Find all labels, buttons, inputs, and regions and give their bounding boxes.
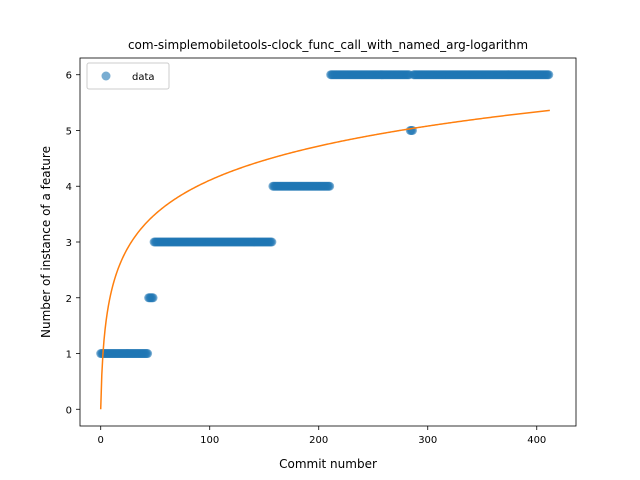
legend-marker [101, 71, 111, 81]
x-axis-label: Commit number [279, 457, 377, 471]
x-axis: 0 100 200 300 400 [98, 426, 546, 446]
y-axis-label: Number of instance of a feature [39, 146, 53, 338]
data-point [544, 70, 554, 80]
y-tick-label: 2 [66, 294, 72, 305]
data-point [325, 181, 335, 191]
y-tick-label: 3 [66, 238, 72, 249]
data-point [267, 237, 277, 247]
x-tick-label: 300 [418, 435, 437, 446]
fit-line [99, 109, 550, 410]
y-tick-label: 6 [66, 71, 72, 82]
legend: data [86, 62, 170, 90]
x-tick-label: 0 [98, 435, 104, 446]
data-point [148, 293, 158, 303]
y-axis: 0 1 2 3 4 5 6 [66, 71, 80, 416]
x-tick-label: 400 [527, 435, 546, 446]
y-tick-label: 0 [66, 405, 72, 416]
data-point [143, 349, 153, 359]
x-tick-label: 100 [200, 435, 219, 446]
plot-area [79, 57, 577, 427]
y-tick-label: 5 [66, 126, 72, 137]
chart-title: com-simplemobiletools-clock_func_call_wi… [128, 38, 528, 52]
legend-box [86, 62, 170, 90]
y-tick-label: 4 [66, 182, 72, 193]
legend-label: data [132, 72, 155, 83]
x-tick-label: 200 [309, 435, 328, 446]
y-tick-label: 1 [66, 350, 72, 361]
